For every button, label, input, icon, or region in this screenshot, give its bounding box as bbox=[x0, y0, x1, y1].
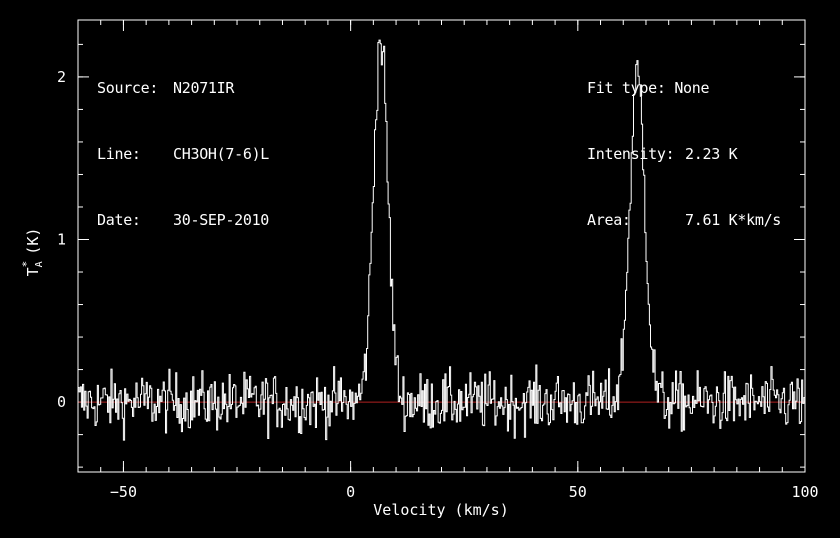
x-axis-label: Velocity (km/s) bbox=[373, 501, 508, 519]
y-axis-label-sup: * bbox=[20, 261, 33, 268]
x-tick-label: −50 bbox=[110, 483, 137, 501]
area-value: 7.61 K*km/s bbox=[685, 211, 782, 229]
area-label: Area: bbox=[587, 211, 631, 229]
line-label: Line: bbox=[97, 145, 141, 163]
y-tick-label: 2 bbox=[57, 68, 66, 86]
y-axis-label-sub: A bbox=[34, 261, 45, 267]
y-tick-label: 0 bbox=[57, 393, 66, 411]
y-axis-label: TA* (K) bbox=[20, 228, 45, 277]
intensity-value: 2.23 K bbox=[685, 145, 738, 163]
y-tick-label: 1 bbox=[57, 230, 66, 248]
plot-frame bbox=[77, 19, 806, 473]
spectrum-series-line bbox=[78, 39, 806, 441]
svg-text:TA*(K): TA* (K) bbox=[20, 228, 45, 277]
date-value: 30-SEP-2010 bbox=[173, 211, 270, 229]
x-tick-labels: −50 0 50 100 bbox=[110, 483, 819, 501]
fit-type-value: None bbox=[674, 79, 710, 97]
y-tick-labels: 0 1 2 bbox=[57, 68, 66, 411]
fit-type-label: Fit type: bbox=[587, 79, 666, 97]
info-right-panel: Fit type: None Intensity: 2.23 K Area: 7.6… bbox=[587, 33, 781, 253]
y-axis-label-unit: (K) bbox=[24, 228, 42, 255]
line-value: CH3OH(7-6)L bbox=[173, 145, 270, 163]
info-left-panel: Source: N2071IR Line: CH3OH(7-6)L Date: 30-… bbox=[97, 33, 269, 253]
x-tick-label: 50 bbox=[569, 483, 587, 501]
intensity-label: Intensity: bbox=[587, 145, 675, 163]
x-tick-label: 100 bbox=[791, 483, 818, 501]
date-label: Date: bbox=[97, 211, 141, 229]
source-label: Source: bbox=[97, 79, 159, 97]
x-tick-label: 0 bbox=[346, 483, 355, 501]
source-value: N2071IR bbox=[173, 79, 235, 97]
y-axis-label-main: T bbox=[24, 267, 42, 276]
